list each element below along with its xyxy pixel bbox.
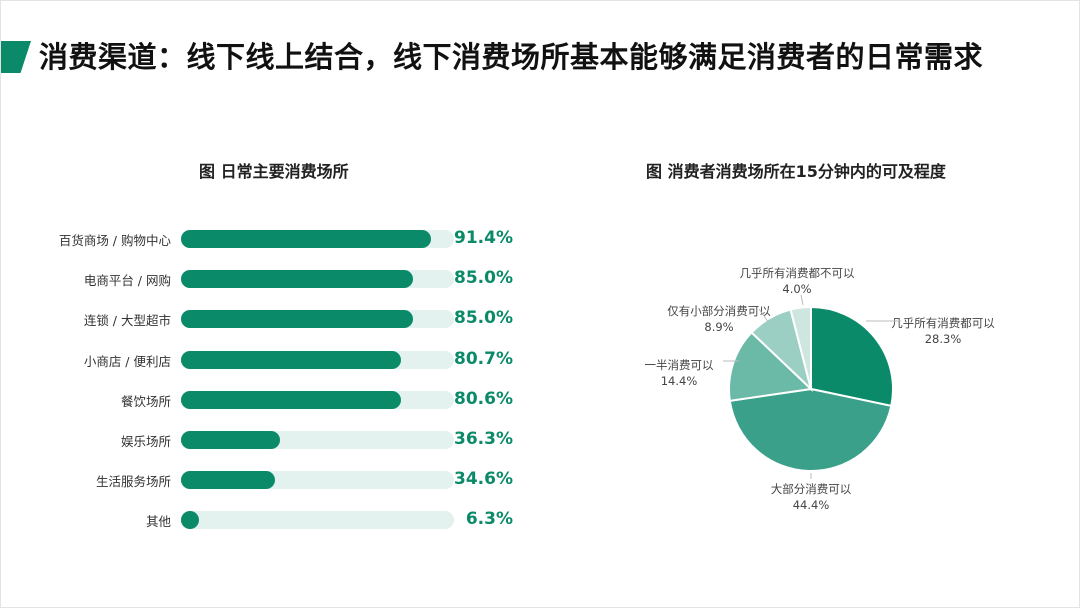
pie-slice-value: 28.3% — [925, 332, 962, 346]
pie-slice-value: 44.4% — [793, 498, 830, 512]
bar-value-label: 36.3% — [454, 429, 513, 449]
pie-leader-line — [800, 294, 804, 306]
bar — [181, 471, 276, 490]
page-title: 消费渠道：线下线上结合，线下消费场所基本能够满足消费者的日常需求 — [39, 40, 984, 74]
bar — [181, 270, 414, 289]
bar — [181, 511, 199, 530]
bar-chart-title: 图 日常主要消费场所 — [199, 162, 349, 181]
title-accent-bar — [1, 41, 31, 73]
bar-category-label: 连锁 / 大型超市 — [83, 313, 171, 329]
bar-category-label: 电商平台 / 网购 — [83, 273, 171, 289]
bar-track — [181, 390, 454, 409]
pie-chart-title: 图 消费者消费场所在15分钟内的可及程度 — [646, 162, 946, 181]
bar-track — [181, 471, 454, 490]
bar — [181, 350, 402, 369]
bar-value-label: 34.6% — [454, 469, 513, 490]
bar-value-label: 6.3% — [465, 509, 513, 530]
bar-row: 餐饮场所 80.6% — [1, 389, 541, 411]
bar — [181, 390, 402, 409]
pie-chart: 几乎所有消费都可以 28.3% 大部分消费可以 44.4% 一半消费可以 14.4% 仅有小… — [645, 266, 996, 512]
pie-slice — [728, 331, 814, 402]
bar-value-label: 85.0% — [454, 268, 513, 289]
bar-row: 连锁 / 大型超市 85.0% — [1, 308, 541, 330]
bar — [181, 431, 281, 449]
pie-slice-label: 几乎所有消费都可以 — [891, 316, 995, 330]
pie-slice — [810, 305, 894, 408]
bar-category-label: 其他 — [145, 514, 171, 530]
pie-slice-label: 几乎所有消费都不可以 — [740, 266, 855, 280]
bar-category-label: 生活服务场所 — [95, 474, 171, 490]
bar — [181, 310, 414, 329]
bar-value-label: 85.0% — [454, 308, 513, 329]
pie-slice — [789, 305, 812, 390]
bar-row: 生活服务场所 34.6% — [1, 469, 541, 491]
bar-category-label: 餐饮场所 — [120, 393, 171, 409]
bar-track — [181, 350, 454, 369]
bar-row: 百货商场 / 购物中心 91.4% — [1, 228, 541, 250]
bar-row: 其他 6.3% — [1, 509, 541, 531]
pie-slice-value: 4.0% — [782, 282, 811, 296]
bar-track — [181, 310, 454, 329]
bar-value-label: 80.7% — [454, 348, 513, 369]
pie-slice-value: 8.9% — [704, 320, 733, 334]
bar-category-label: 小商店 / 便利店 — [83, 353, 171, 369]
bar-category-label: 百货商场 / 购物中心 — [58, 233, 171, 248]
bar-row: 小商店 / 便利店 80.7% — [1, 349, 541, 371]
bar-track — [181, 230, 454, 248]
bar-track — [181, 431, 454, 449]
bar-row: 娱乐场所 36.3% — [1, 429, 541, 451]
bar-row: 电商平台 / 网购 85.0% — [1, 268, 541, 290]
pie-slice — [728, 387, 893, 472]
pie-leader-line — [758, 308, 770, 324]
bar-track — [181, 270, 454, 289]
bar-value-label: 91.4% — [454, 228, 513, 248]
pie-slice-label: 大部分消费可以 — [771, 482, 852, 496]
bar-category-label: 娱乐场所 — [120, 434, 171, 449]
pie-slice-label: 仅有小部分消费可以 — [667, 304, 771, 318]
pie-slice-label: 一半消费可以 — [645, 358, 714, 372]
bar-value-label: 80.6% — [454, 388, 513, 409]
bar — [181, 230, 431, 248]
pie-slice-value: 14.4% — [661, 374, 698, 388]
bar-track — [181, 511, 454, 530]
